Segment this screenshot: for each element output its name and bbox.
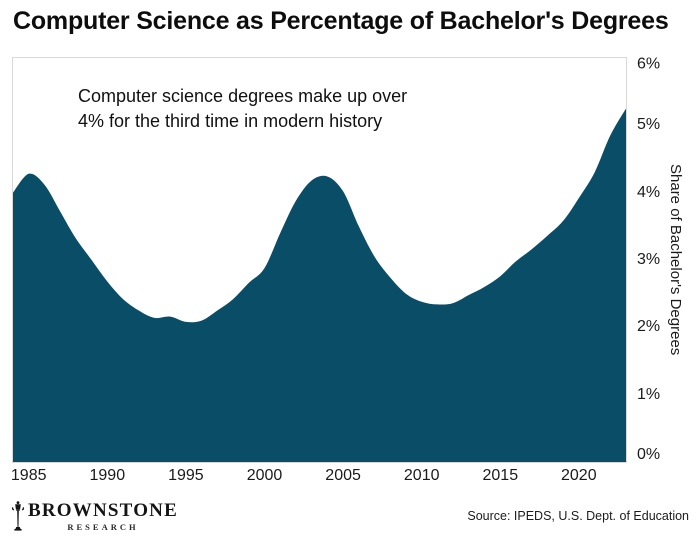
annotation-line-2: 4% for the third time in modern history <box>78 111 383 131</box>
x-tick-label: 2010 <box>403 467 440 484</box>
y-tick-label: 6% <box>637 55 661 73</box>
brownstone-logo: BROWNSTONE RESEARCH <box>11 501 178 537</box>
y-tick-label: 1% <box>637 385 661 403</box>
y-axis-title: Share of Bachelor's Degrees <box>667 164 684 356</box>
y-tick-label: 3% <box>637 251 661 268</box>
x-tick-label: 1985 <box>10 467 47 484</box>
area-series-path <box>13 108 626 462</box>
x-tick-label: 1990 <box>89 467 126 484</box>
x-axis-ticks: 1985 1990 1995 2000 2005 2010 2015 2020 <box>10 467 626 489</box>
y-axis-ticks: 6% 5% 4% 3% 2% 1% 0% <box>637 55 679 464</box>
x-tick-label: 2000 <box>246 467 283 484</box>
x-tick-label: 2005 <box>325 467 361 484</box>
x-tick-label: 1995 <box>168 467 204 484</box>
lamppost-icon <box>11 501 25 537</box>
y-tick-label: 4% <box>637 183 661 201</box>
y-tick-label: 0% <box>637 446 661 464</box>
logo-name: BROWNSTONE <box>28 500 178 521</box>
chart-title: Computer Science as Percentage of Bachel… <box>13 7 669 35</box>
y-tick-label: 5% <box>637 116 661 134</box>
chart-annotation: Computer science degrees make up over 4%… <box>78 84 407 134</box>
x-tick-label: 2015 <box>482 467 519 484</box>
logo-subname: RESEARCH <box>67 522 139 532</box>
plot-area: Computer science degrees make up over 4%… <box>12 57 627 463</box>
annotation-line-1: Computer science degrees make up over <box>78 86 408 106</box>
logo-text: BROWNSTONE RESEARCH <box>28 500 178 533</box>
y-tick-label: 2% <box>637 318 661 336</box>
area-chart-svg <box>13 108 626 462</box>
x-tick-label: 2020 <box>561 467 597 484</box>
source-credit: Source: IPEDS, U.S. Dept. of Education <box>467 509 689 523</box>
